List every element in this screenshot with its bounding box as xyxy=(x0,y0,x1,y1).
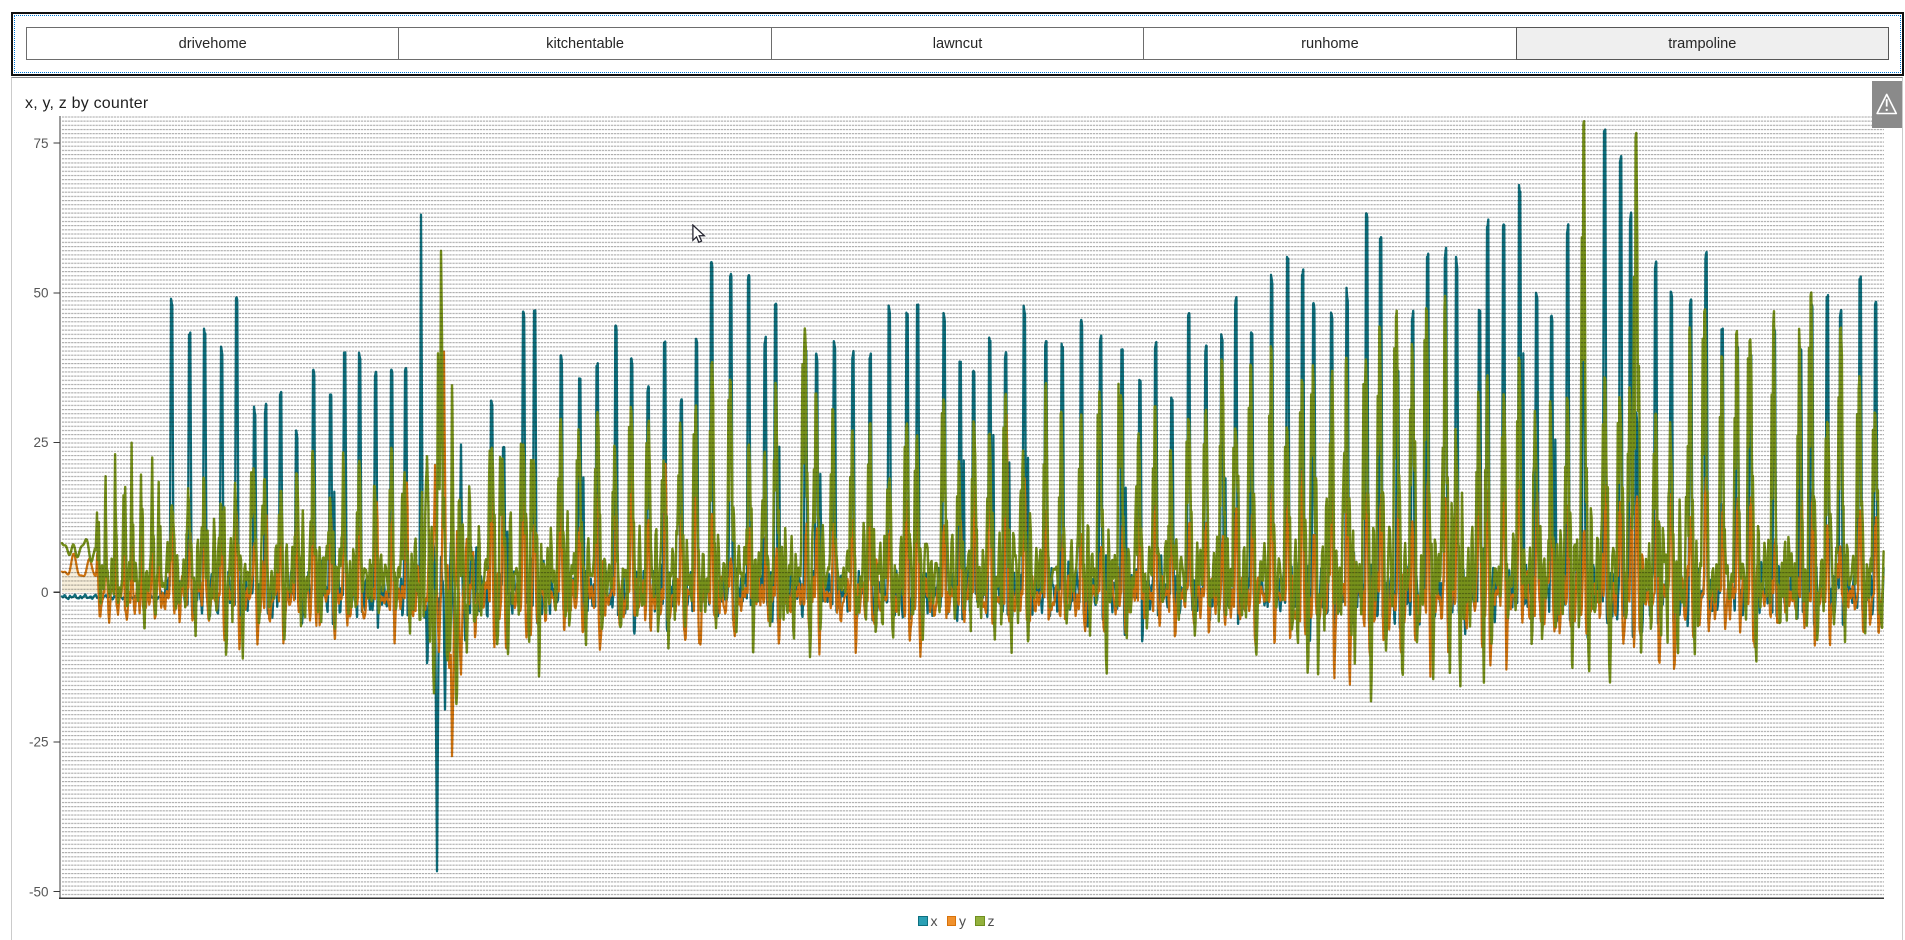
svg-text:75: 75 xyxy=(33,136,48,151)
svg-text:25: 25 xyxy=(33,435,48,450)
svg-text:-25: -25 xyxy=(29,735,49,750)
svg-text:50: 50 xyxy=(33,286,48,301)
svg-text:-50: -50 xyxy=(29,884,49,899)
svg-text:0: 0 xyxy=(41,585,49,600)
